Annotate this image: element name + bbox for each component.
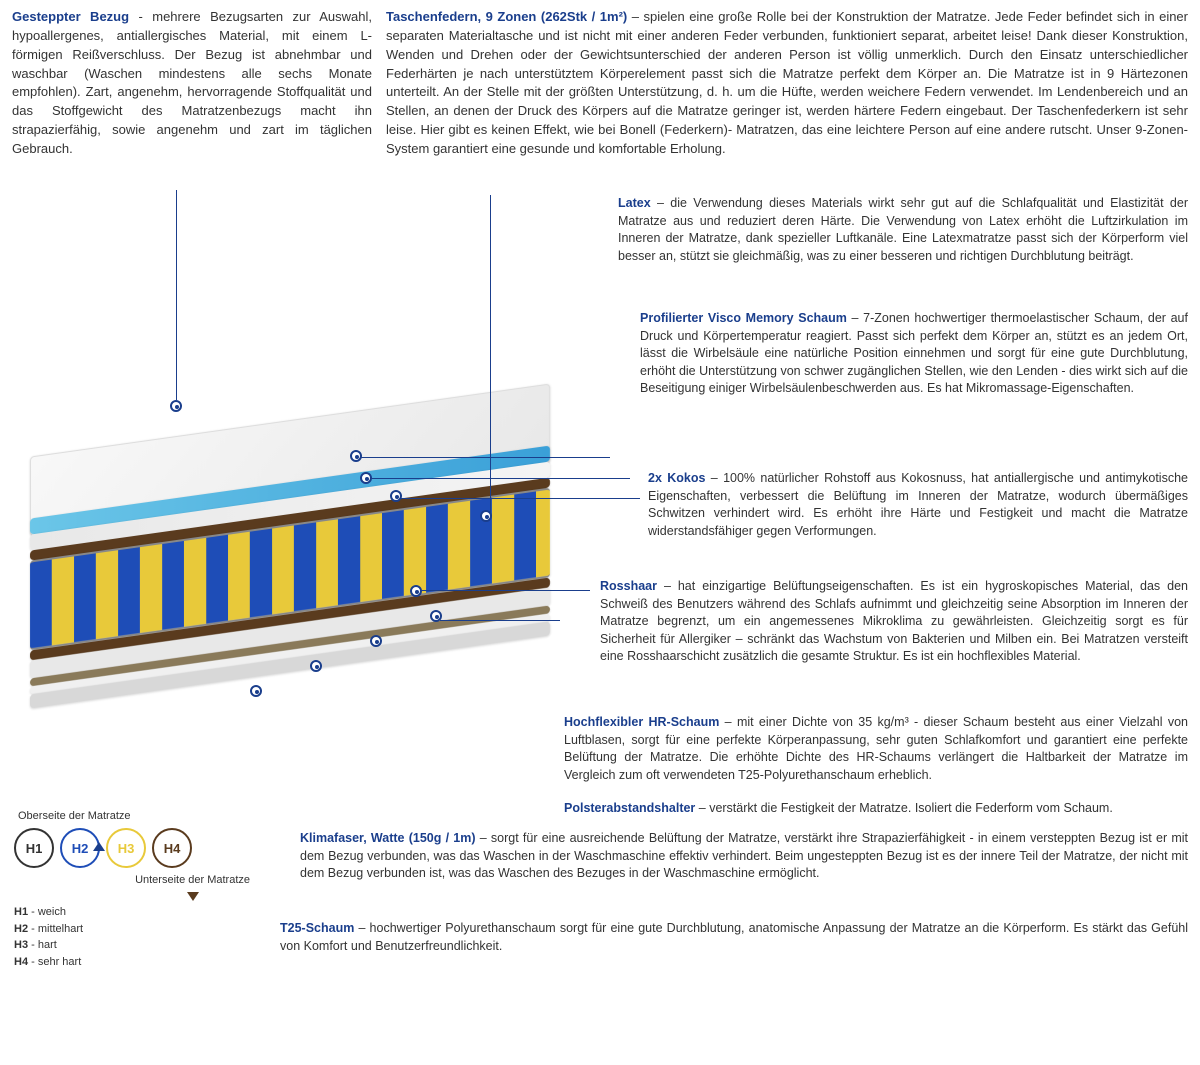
key-h1-v: - weich	[28, 906, 66, 918]
leader-kokos-h	[400, 498, 640, 499]
marker-rosshaar	[410, 585, 422, 597]
leader-ross-h	[420, 590, 590, 591]
marker-cover	[170, 400, 182, 412]
marker-t25	[250, 685, 262, 697]
legend-top-label: Oberseite der Matratze	[14, 810, 254, 822]
polster-body: – verstärkt die Festigkeit der Matratze.…	[695, 801, 1113, 815]
desc-kokos: 2x Kokos – 100% natürlicher Rohstoff aus…	[648, 470, 1188, 540]
kokos-body: – 100% natürlicher Rohstoff aus Kokosnus…	[648, 471, 1188, 538]
mattress-illustration	[10, 300, 570, 780]
legend-circles: H1 H2 H3 H4	[14, 828, 254, 868]
mattress-layers	[30, 384, 550, 717]
kokos-title: 2x Kokos	[648, 471, 705, 485]
cover-body: - mehrere Bezugsarten zur Auswahl, hypoa…	[12, 9, 372, 156]
cover-title: Gesteppter Bezug	[12, 9, 129, 24]
latex-body: – die Verwendung dieses Materials wirkt …	[618, 196, 1188, 263]
top-text-row: Gesteppter Bezug - mehrere Bezugsarten z…	[0, 0, 1200, 159]
key-h3-v: - hart	[28, 939, 57, 951]
arrow-up-icon	[93, 842, 105, 851]
leader-visco-h	[370, 478, 630, 479]
hardness-legend: Oberseite der Matratze H1 H2 H3 H4 Unter…	[14, 810, 254, 970]
latex-title: Latex	[618, 196, 651, 210]
key-h4-v: - sehr hart	[28, 956, 81, 968]
desc-latex: Latex – die Verwendung dieses Materials …	[618, 195, 1188, 265]
desc-klima: Klimafaser, Watte (150g / 1m) – sorgt fü…	[300, 830, 1188, 883]
desc-polster: Polsterabstandshalter – verstärkt die Fe…	[564, 800, 1188, 818]
arrow-down-icon	[187, 892, 199, 901]
marker-polster	[370, 635, 382, 647]
leader-latex-h	[360, 457, 610, 458]
rosshaar-title: Rosshaar	[600, 579, 657, 593]
legend-bottom-label: Unterseite der Matratze	[14, 874, 254, 886]
hr-title: Hochflexibler HR-Schaum	[564, 715, 719, 729]
marker-klima	[310, 660, 322, 672]
springs-text: Taschenfedern, 9 Zonen (262Stk / 1m²) – …	[386, 8, 1188, 159]
desc-hr: Hochflexibler HR-Schaum – mit einer Dich…	[564, 714, 1188, 784]
marker-kokos	[390, 490, 402, 502]
leader-springs	[490, 195, 491, 515]
rosshaar-body: – hat einzigartige Belüftungseigenschaft…	[600, 579, 1188, 663]
h4-circle: H4	[152, 828, 192, 868]
legend-keys: H1 - weich H2 - mittelhart H3 - hart H4 …	[14, 904, 254, 970]
desc-visco: Profilierter Visco Memory Schaum – 7-Zon…	[640, 310, 1188, 398]
t25-body: – hochwertiger Polyurethanschaum sorgt f…	[280, 921, 1188, 953]
leader-cover	[176, 190, 177, 400]
desc-t25: T25-Schaum – hochwertiger Polyurethansch…	[280, 920, 1188, 955]
desc-rosshaar: Rosshaar – hat einzigartige Belüftungsei…	[600, 578, 1188, 666]
springs-title: Taschenfedern, 9 Zonen (262Stk / 1m²)	[386, 9, 627, 24]
springs-body: – spielen eine große Rolle bei der Konst…	[386, 9, 1188, 156]
h3-circle: H3	[106, 828, 146, 868]
cover-text: Gesteppter Bezug - mehrere Bezugsarten z…	[12, 8, 372, 159]
leader-hr-h	[440, 620, 560, 621]
t25-title: T25-Schaum	[280, 921, 354, 935]
visco-title: Profilierter Visco Memory Schaum	[640, 311, 847, 325]
key-h1-k: H1	[14, 906, 28, 918]
key-h4-k: H4	[14, 956, 28, 968]
h1-circle: H1	[14, 828, 54, 868]
key-h3-k: H3	[14, 939, 28, 951]
marker-latex	[350, 450, 362, 462]
key-h2-k: H2	[14, 923, 28, 935]
key-h2-v: - mittelhart	[28, 923, 83, 935]
klima-title: Klimafaser, Watte (150g / 1m)	[300, 831, 476, 845]
polster-title: Polsterabstandshalter	[564, 801, 695, 815]
